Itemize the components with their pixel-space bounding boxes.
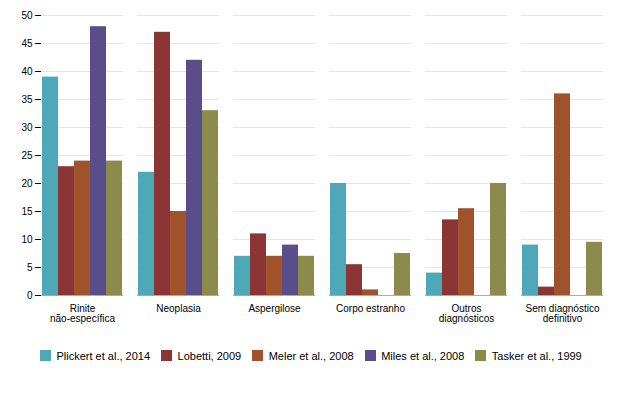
html-text:Miles et al., 2008: Miles et al., 2008 [381, 349, 465, 362]
svg-text:Outrosdiagnósticos: Outrosdiagnósticos [439, 303, 495, 324]
html-text:Lobetti, 2009: Lobetti, 2009 [177, 349, 242, 362]
html-text:Tasker et al., 1999: Tasker et al., 1999 [491, 349, 582, 362]
svg-text:Aspergilose: Aspergilose [248, 303, 301, 314]
html-text:Meler et al., 2008: Meler et al., 2008 [268, 349, 354, 362]
svg-text:Corpo estranho: Corpo estranho [336, 303, 405, 314]
svg-text:Rinitenão-específica: Rinitenão-específica [50, 303, 115, 324]
svg-text:5: 5 [27, 262, 33, 273]
svg-text:10: 10 [21, 234, 33, 245]
svg-text:35: 35 [21, 94, 33, 105]
svg-text:45: 45 [21, 38, 33, 49]
svg-text:15: 15 [21, 206, 33, 217]
svg-text:40: 40 [21, 66, 33, 77]
svg-text:20: 20 [21, 178, 33, 189]
svg-text:25: 25 [21, 150, 33, 161]
svg-text:Neoplasia: Neoplasia [156, 303, 201, 314]
svg-text:0: 0 [27, 290, 33, 301]
svg-text:50: 50 [21, 10, 33, 21]
svg-text:Sem diagnósticodefinitivo: Sem diagnósticodefinitivo [526, 303, 600, 324]
svg-text:30: 30 [21, 122, 33, 133]
html-text:Plickert et al., 2014: Plickert et al., 2014 [56, 349, 151, 362]
